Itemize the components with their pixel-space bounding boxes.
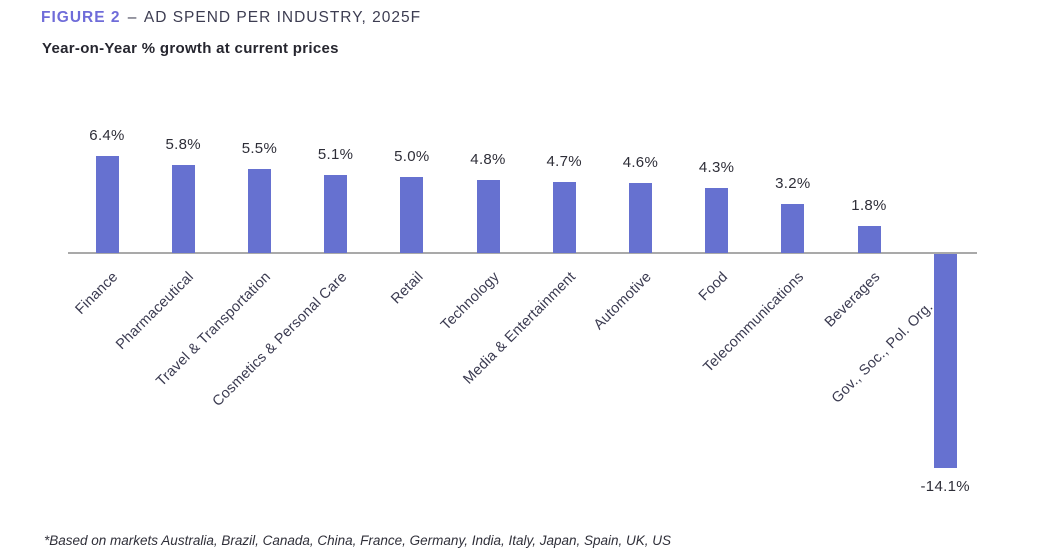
value-label-media-entertainment: 4.7% [546,152,582,170]
bar-telecommunications [781,204,805,253]
value-label-automotive: 4.6% [622,154,659,172]
category-label-pharmaceutical: Pharmaceutical [113,269,198,353]
category-label-cosmetics-personal-care: Cosmetics & Personal Care [209,269,350,410]
value-label-telecommunications: 3.2% [775,175,811,193]
value-label-gov-soc-pol-org: -14.1% [920,478,970,496]
bar-food [705,187,729,253]
category-label-technology: Technology [437,269,503,334]
x-axis-line [68,252,977,254]
figure-title-text: AD SPEND PER INDUSTRY, 2025F [143,9,422,26]
value-label-technology: 4.8% [470,151,506,169]
figure-title-separator: – [127,9,138,26]
bar-travel-transportation [247,169,271,253]
bar-automotive [628,183,652,253]
value-label-beverages: 1.8% [851,196,887,214]
bar-pharmaceutical [171,164,195,253]
category-label-beverages: Beverages [821,269,884,331]
bar-retail [400,177,424,253]
bar-technology [476,180,500,253]
figure-number-label: FIGURE 2 [41,9,121,26]
category-label-automotive: Automotive [590,269,655,334]
footnote: *Based on markets Australia, Brazil, Can… [44,533,672,548]
bar-media-entertainment [552,181,576,253]
bar-gov-soc-pol-org [933,254,957,469]
value-label-retail: 5.0% [394,148,430,165]
figure-title: FIGURE 2 – AD SPEND PER INDUSTRY, 2025F [41,9,421,27]
value-label-cosmetics-personal-care: 5.1% [317,146,354,164]
value-label-finance: 6.4% [89,126,125,144]
value-label-travel-transportation: 5.5% [241,140,278,158]
bar-beverages [857,225,881,253]
category-label-food: Food [695,269,731,305]
category-label-retail: Retail [387,269,427,308]
bar-cosmetics-personal-care [324,175,348,253]
category-label-finance: Finance [72,269,122,318]
bar-finance [95,155,119,253]
value-label-pharmaceutical: 5.8% [165,135,201,153]
figure-subtitle: Year-on-Year % growth at current prices [42,40,339,57]
value-label-food: 4.3% [698,158,735,176]
